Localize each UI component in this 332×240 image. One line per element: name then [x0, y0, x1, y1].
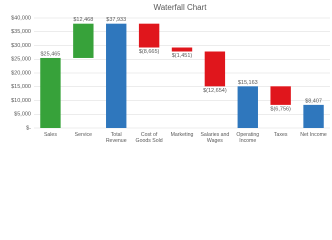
bar	[40, 57, 61, 128]
x-tick-label: Sales	[43, 132, 57, 138]
value-label: $12,468	[73, 17, 93, 23]
y-tick-label: $35,000	[11, 29, 31, 35]
x-tick-label: Operating Income	[236, 132, 260, 144]
chart: Waterfall Chart $- $5,000 $10,000 $15,000 $2…	[11, 3, 330, 131]
bar	[303, 104, 324, 128]
x-tick-label: Salaries and Wages	[200, 132, 230, 144]
bar	[204, 51, 226, 87]
value-label: $8,407	[305, 98, 322, 104]
x-tick-label: Cost of Goods Sold	[135, 132, 163, 144]
chart-title: Waterfall Chart	[153, 3, 207, 12]
y-tick-label: $-	[26, 125, 31, 131]
bar	[270, 86, 291, 105]
value-label: $15,163	[238, 80, 258, 86]
bar	[171, 47, 193, 52]
value-label: $25,465	[40, 51, 60, 57]
chart-container: Waterfall Chart $- $5,000 $10,000 $15,000 $2…	[11, 3, 330, 144]
y-tick-label: $10,000	[11, 98, 31, 104]
value-label: $37,933	[106, 17, 126, 23]
y-tick-label: $40,000	[11, 15, 31, 21]
y-tick-label: $30,000	[11, 43, 31, 49]
value-label: $(8,665)	[139, 49, 160, 55]
x-tick-label: Service	[74, 132, 92, 138]
y-tick-label: $25,000	[11, 57, 31, 63]
bar	[138, 23, 160, 48]
x-tick-label: Taxes	[273, 132, 288, 138]
value-label: $(6,756)	[270, 106, 291, 112]
x-tick-label: Net Income	[300, 132, 327, 138]
y-tick-label: $20,000	[11, 70, 31, 76]
value-label: $(1,451)	[172, 53, 193, 59]
x-tick-label: Marketing	[170, 132, 194, 138]
bar	[106, 23, 127, 128]
value-label: $(12,654)	[203, 88, 227, 94]
bar	[237, 86, 258, 128]
y-tick-label: $15,000	[11, 84, 31, 90]
x-tick-label: Total Revenue	[105, 132, 127, 144]
bar	[73, 23, 94, 58]
y-tick-label: $5,000	[14, 112, 31, 118]
